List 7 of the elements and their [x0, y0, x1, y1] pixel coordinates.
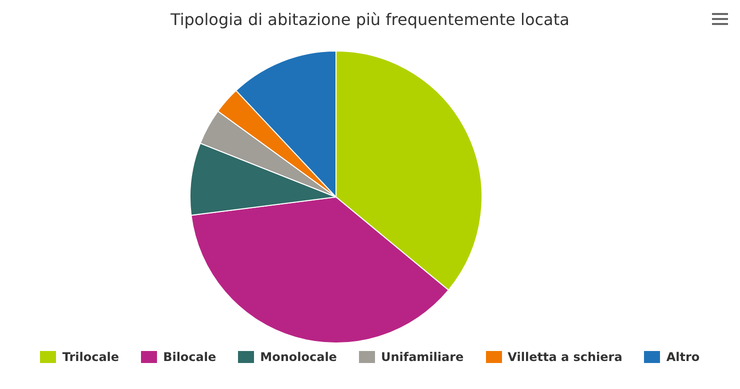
- legend-label: Bilocale: [163, 350, 216, 364]
- legend-label: Altro: [666, 350, 700, 364]
- legend-label: Trilocale: [62, 350, 120, 364]
- chart-title: Tipologia di abitazione più frequentemente locata: [170, 9, 570, 31]
- legend-label: Monolocale: [260, 350, 337, 364]
- legend-label: Villetta a schiera: [508, 350, 622, 364]
- legend-label: Unifamiliare: [380, 350, 464, 364]
